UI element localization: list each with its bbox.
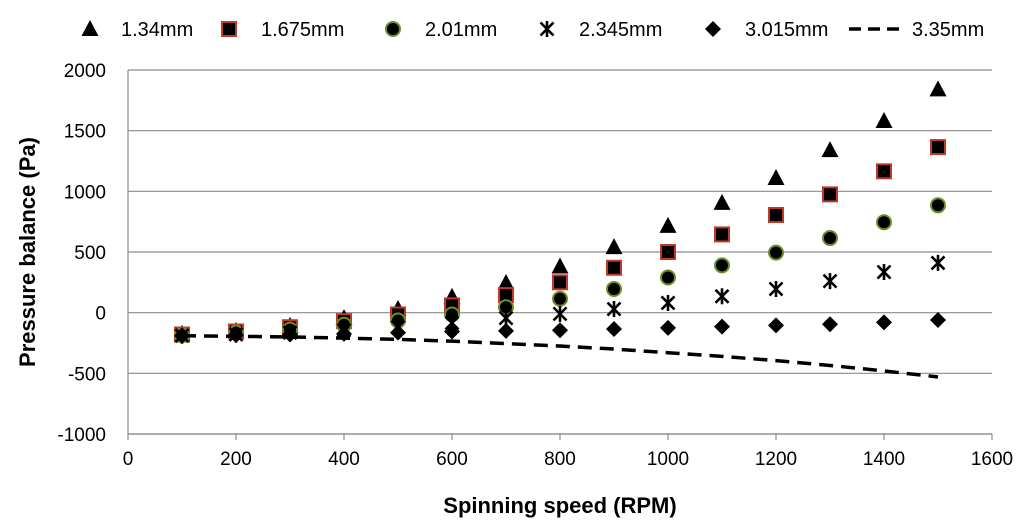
data-point-2-01mm: [552, 290, 568, 307]
data-point-3-015mm: [714, 318, 730, 335]
data-series: [173, 80, 947, 379]
x-tick-label: 800: [544, 449, 576, 470]
data-point-1-34mm: [551, 257, 569, 274]
legend-label: 3.015mm: [745, 19, 828, 41]
data-point-1-34mm: [659, 216, 677, 233]
data-point-2-01mm: [660, 269, 676, 286]
data-point-3-015mm: [498, 322, 514, 339]
x-axis-title: Spinning speed (RPM): [443, 493, 676, 518]
y-tick-label: -500: [68, 364, 106, 385]
legend-label: 1.34mm: [121, 19, 193, 41]
data-point-2-01mm: [930, 197, 946, 214]
data-point-1-34mm: [605, 238, 623, 255]
data-point-2-01mm: [606, 281, 622, 298]
axes: [127, 70, 993, 440]
y-tick-label: -1000: [57, 425, 106, 446]
legend-marker: [221, 21, 237, 37]
x-tick-label: 600: [436, 449, 468, 470]
data-point-3-015mm: [876, 314, 892, 331]
legend-item-2-345mm: 2.345mm: [539, 19, 662, 41]
data-point-2-345mm: [552, 305, 568, 322]
data-point-3-015mm: [930, 311, 946, 328]
legend-label: 3.35mm: [912, 19, 984, 41]
data-point-2-345mm: [822, 273, 838, 290]
y-tick-label: 1500: [64, 122, 106, 143]
data-point-1-675mm: [660, 244, 676, 260]
legend-item-3-015mm: 3.015mm: [705, 19, 828, 41]
data-point-1-675mm: [930, 139, 946, 156]
data-point-3-015mm: [444, 323, 460, 340]
data-point-1-675mm: [606, 259, 622, 276]
data-point-2-01mm: [876, 214, 892, 231]
data-point-3-015mm: [768, 317, 784, 334]
x-tick-label: 1400: [863, 449, 905, 470]
x-tick-label: 0: [123, 449, 134, 470]
legend-marker: [81, 20, 99, 36]
data-point-2-01mm: [714, 257, 730, 274]
legend-item-2-01mm: 2.01mm: [385, 19, 497, 41]
data-point-3-015mm: [390, 324, 406, 341]
series-line-3-35mm: [181, 333, 939, 379]
data-point-1-34mm: [767, 168, 785, 185]
data-point-2-345mm: [876, 264, 892, 281]
data-point-1-675mm: [768, 206, 784, 223]
x-tick-label: 1000: [647, 449, 689, 470]
legend-item-3-35mm: 3.35mm: [849, 19, 984, 41]
data-point-2-345mm: [930, 254, 946, 271]
y-tick-label: 2000: [64, 61, 106, 82]
series-3-35mm: [181, 333, 939, 379]
legend: 1.34mm 1.675mm 2.01mm 2.345mm 3.015mm 3.35mm: [81, 19, 984, 41]
data-point-3-015mm: [660, 319, 676, 336]
data-point-3-015mm: [822, 316, 838, 333]
data-point-3-015mm: [552, 322, 568, 339]
x-tick-labels: 0 200 400 600 800 1000 1200 1400 1600: [123, 449, 1013, 470]
data-point-3-015mm: [606, 321, 622, 338]
data-point-2-345mm: [768, 281, 784, 298]
data-point-1-675mm: [876, 163, 892, 180]
legend-item-1-675mm: 1.675mm: [221, 19, 344, 41]
y-tick-label: 0: [95, 304, 106, 325]
x-tick-label: 1200: [755, 449, 797, 470]
legend-label: 2.01mm: [425, 19, 497, 41]
data-point-2-01mm: [768, 244, 784, 261]
x-tick-label: 400: [328, 449, 360, 470]
legend-label: 1.675mm: [261, 19, 344, 41]
data-point-1-34mm: [713, 193, 731, 210]
data-point-2-345mm: [660, 294, 676, 311]
data-point-1-34mm: [497, 273, 515, 290]
data-point-1-675mm: [552, 274, 568, 291]
data-point-1-675mm: [714, 226, 730, 243]
legend-marker: [705, 21, 721, 37]
y-tick-labels: -1000 -500 0 500 1000 1500 2000: [57, 61, 106, 446]
x-tick-label: 200: [220, 449, 252, 470]
data-point-2-345mm: [714, 288, 730, 305]
legend-marker: [539, 21, 555, 37]
data-point-2-01mm: [822, 230, 838, 247]
legend-item-1-34mm: 1.34mm: [81, 19, 193, 41]
legend-label: 2.345mm: [579, 19, 662, 41]
y-tick-label: 1000: [64, 182, 106, 203]
legend-marker: [385, 21, 401, 37]
data-point-1-675mm: [822, 186, 838, 203]
data-point-1-34mm: [875, 111, 893, 128]
data-point-1-34mm: [821, 141, 839, 158]
data-point-2-345mm: [606, 301, 622, 318]
x-tick-label: 1600: [971, 449, 1013, 470]
y-axis-title: Pressure balance (Pa): [15, 137, 40, 367]
gridlines: [128, 69, 992, 435]
data-point-1-34mm: [929, 80, 947, 97]
y-tick-label: 500: [74, 243, 106, 264]
